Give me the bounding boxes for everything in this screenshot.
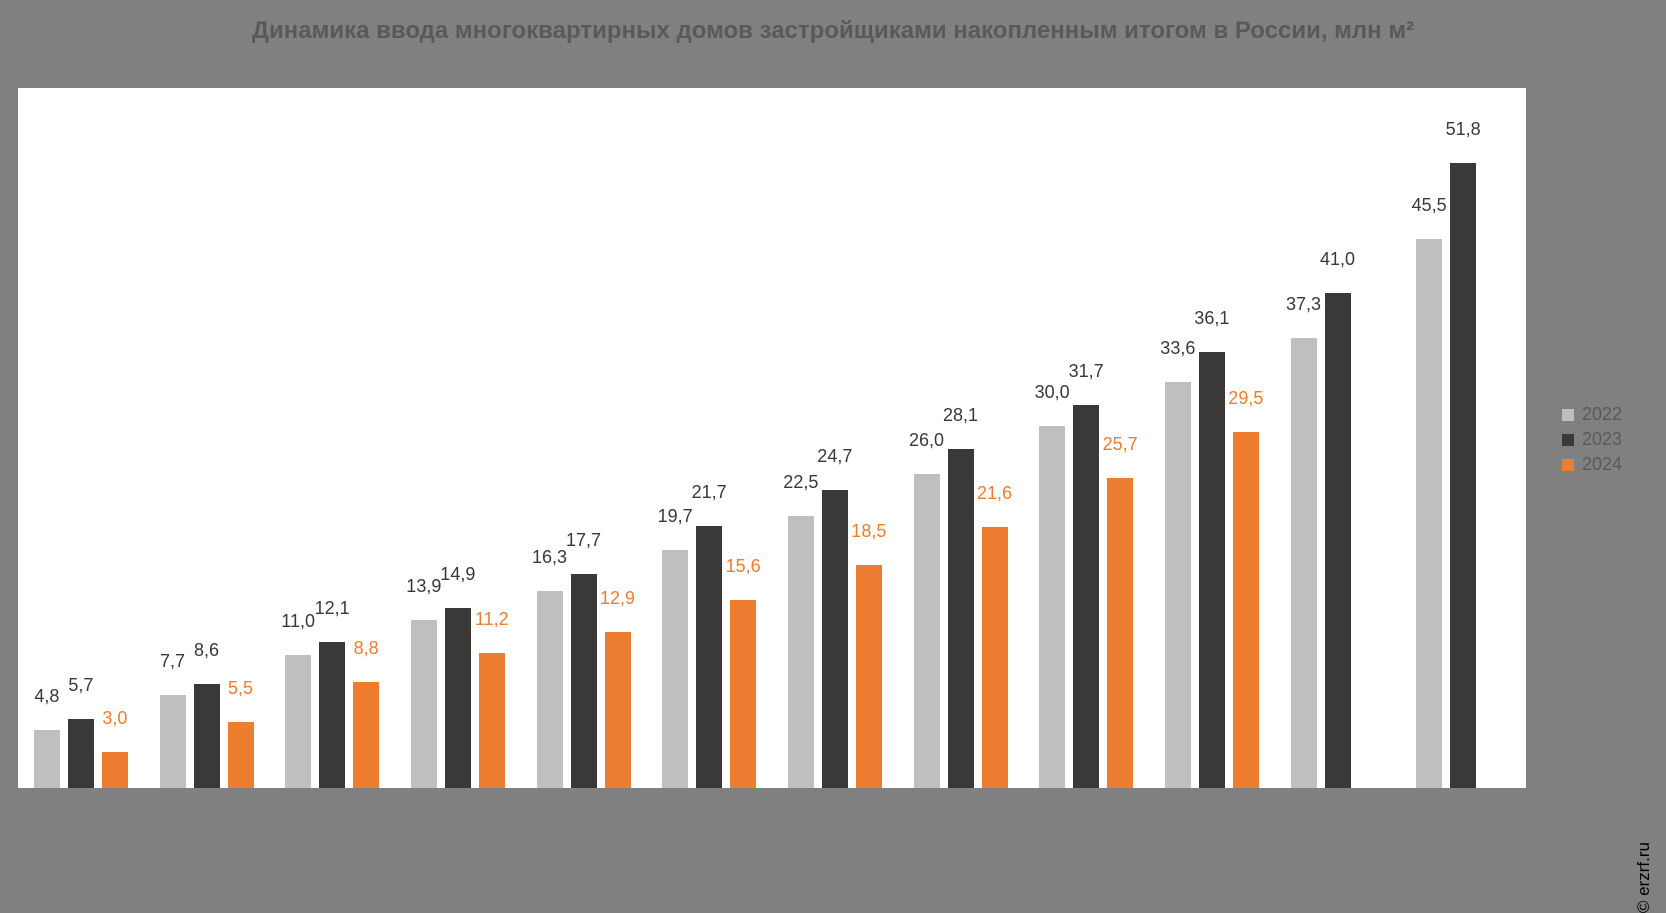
x-tick-label: Июнь [686, 798, 732, 819]
bar [445, 608, 471, 788]
bar [605, 632, 631, 788]
bar [34, 730, 60, 788]
bar [1199, 352, 1225, 788]
bar-value-label: 12,1 [315, 598, 350, 619]
bar [68, 719, 94, 788]
bar [285, 655, 311, 788]
bar-value-label: 45,5 [1412, 195, 1447, 216]
legend-item: 2023 [1562, 429, 1622, 450]
bar [1450, 163, 1476, 788]
bar [102, 752, 128, 788]
bar-value-label: 21,7 [692, 482, 727, 503]
x-tick-label: Май [566, 798, 601, 819]
bar [160, 695, 186, 788]
bar [1039, 426, 1065, 788]
bar [1291, 338, 1317, 788]
x-tick-label: Октябрь [1177, 798, 1247, 819]
bar [1165, 382, 1191, 788]
bar [571, 574, 597, 788]
x-tick-label: Ноябрь [1306, 798, 1368, 819]
bar-value-label: 5,7 [68, 675, 93, 696]
bar [788, 516, 814, 788]
bar [696, 526, 722, 788]
legend-item: 2022 [1562, 404, 1622, 425]
x-tick-label: Февраль [170, 798, 243, 819]
bar-value-label: 36,1 [1194, 308, 1229, 329]
x-axis: Январь Февраль Март Апрель Май Июнь Июль Август… [18, 792, 1526, 822]
bar-value-label: 16,3 [532, 547, 567, 568]
bar-value-label: 37,3 [1286, 294, 1321, 315]
bar-value-label: 28,1 [943, 405, 978, 426]
bar-value-label: 25,7 [1103, 434, 1138, 455]
bar [1073, 405, 1099, 788]
bar [730, 600, 756, 788]
x-tick-label: Март [311, 798, 354, 819]
x-tick-label: Декабрь [1428, 798, 1498, 819]
bar-value-label: 8,8 [354, 638, 379, 659]
bar [1107, 478, 1133, 788]
bar-value-label: 29,5 [1228, 388, 1263, 409]
bar [856, 565, 882, 788]
bar [479, 653, 505, 788]
bar [662, 550, 688, 788]
bar-value-label: 11,2 [475, 609, 509, 630]
bar-value-label: 19,7 [658, 506, 693, 527]
bar [1233, 432, 1259, 788]
bar [194, 684, 220, 788]
bar [982, 527, 1008, 788]
bar [948, 449, 974, 788]
legend-label: 2024 [1582, 454, 1622, 475]
bar-value-label: 5,5 [228, 678, 253, 699]
bar [914, 474, 940, 788]
copyright-label: © erzrf.ru [1634, 842, 1654, 913]
bar-value-label: 13,9 [406, 576, 441, 597]
bar-value-label: 26,0 [909, 430, 944, 451]
bar-value-label: 3,0 [102, 708, 127, 729]
x-tick-label: Январь [50, 798, 112, 819]
bar-value-label: 17,7 [566, 530, 601, 551]
bar-value-label: 30,0 [1035, 382, 1070, 403]
bar-value-label: 14,9 [440, 564, 475, 585]
legend-label: 2022 [1582, 404, 1622, 425]
bar [228, 722, 254, 788]
bar-value-label: 41,0 [1320, 249, 1355, 270]
bar-value-label: 8,6 [194, 640, 219, 661]
bar [537, 591, 563, 788]
bar-value-label: 22,5 [783, 472, 818, 493]
legend-label: 2023 [1582, 429, 1622, 450]
legend-swatch [1562, 434, 1574, 446]
bar-value-label: 7,7 [160, 651, 185, 672]
plot-area: 4,8 5,7 3,0 7,7 8,6 5,5 11,012,18,8 13,914,9 11,… [18, 88, 1526, 788]
legend-item: 2024 [1562, 454, 1622, 475]
bar-value-label: 21,6 [977, 483, 1012, 504]
bar-value-label: 4,8 [34, 686, 59, 707]
bar [319, 642, 345, 788]
legend-swatch [1562, 459, 1574, 471]
bar-value-label: 18,5 [851, 521, 886, 542]
bar-value-label: 33,6 [1160, 338, 1195, 359]
chart-title: Динамика ввода многоквартирных домов зас… [0, 16, 1666, 46]
bar [353, 682, 379, 788]
bar-value-label: 51,8 [1446, 119, 1481, 140]
bar [1416, 239, 1442, 788]
bar-value-label: 31,7 [1069, 361, 1104, 382]
bar-value-label: 12,9 [600, 588, 635, 609]
bar [822, 490, 848, 788]
bar-value-label: 15,6 [726, 556, 761, 577]
bar [411, 620, 437, 788]
legend-swatch [1562, 409, 1574, 421]
x-tick-label: Сентябрь [1046, 798, 1127, 819]
x-tick-label: Июль [812, 798, 858, 819]
bar-value-label: 24,7 [817, 446, 852, 467]
bar [1325, 293, 1351, 788]
bar-value-label: 11,0 [281, 611, 315, 632]
legend: 2022 2023 2024 [1562, 400, 1622, 479]
x-tick-label: Апрель [427, 798, 488, 819]
x-tick-label: Август [933, 798, 987, 819]
